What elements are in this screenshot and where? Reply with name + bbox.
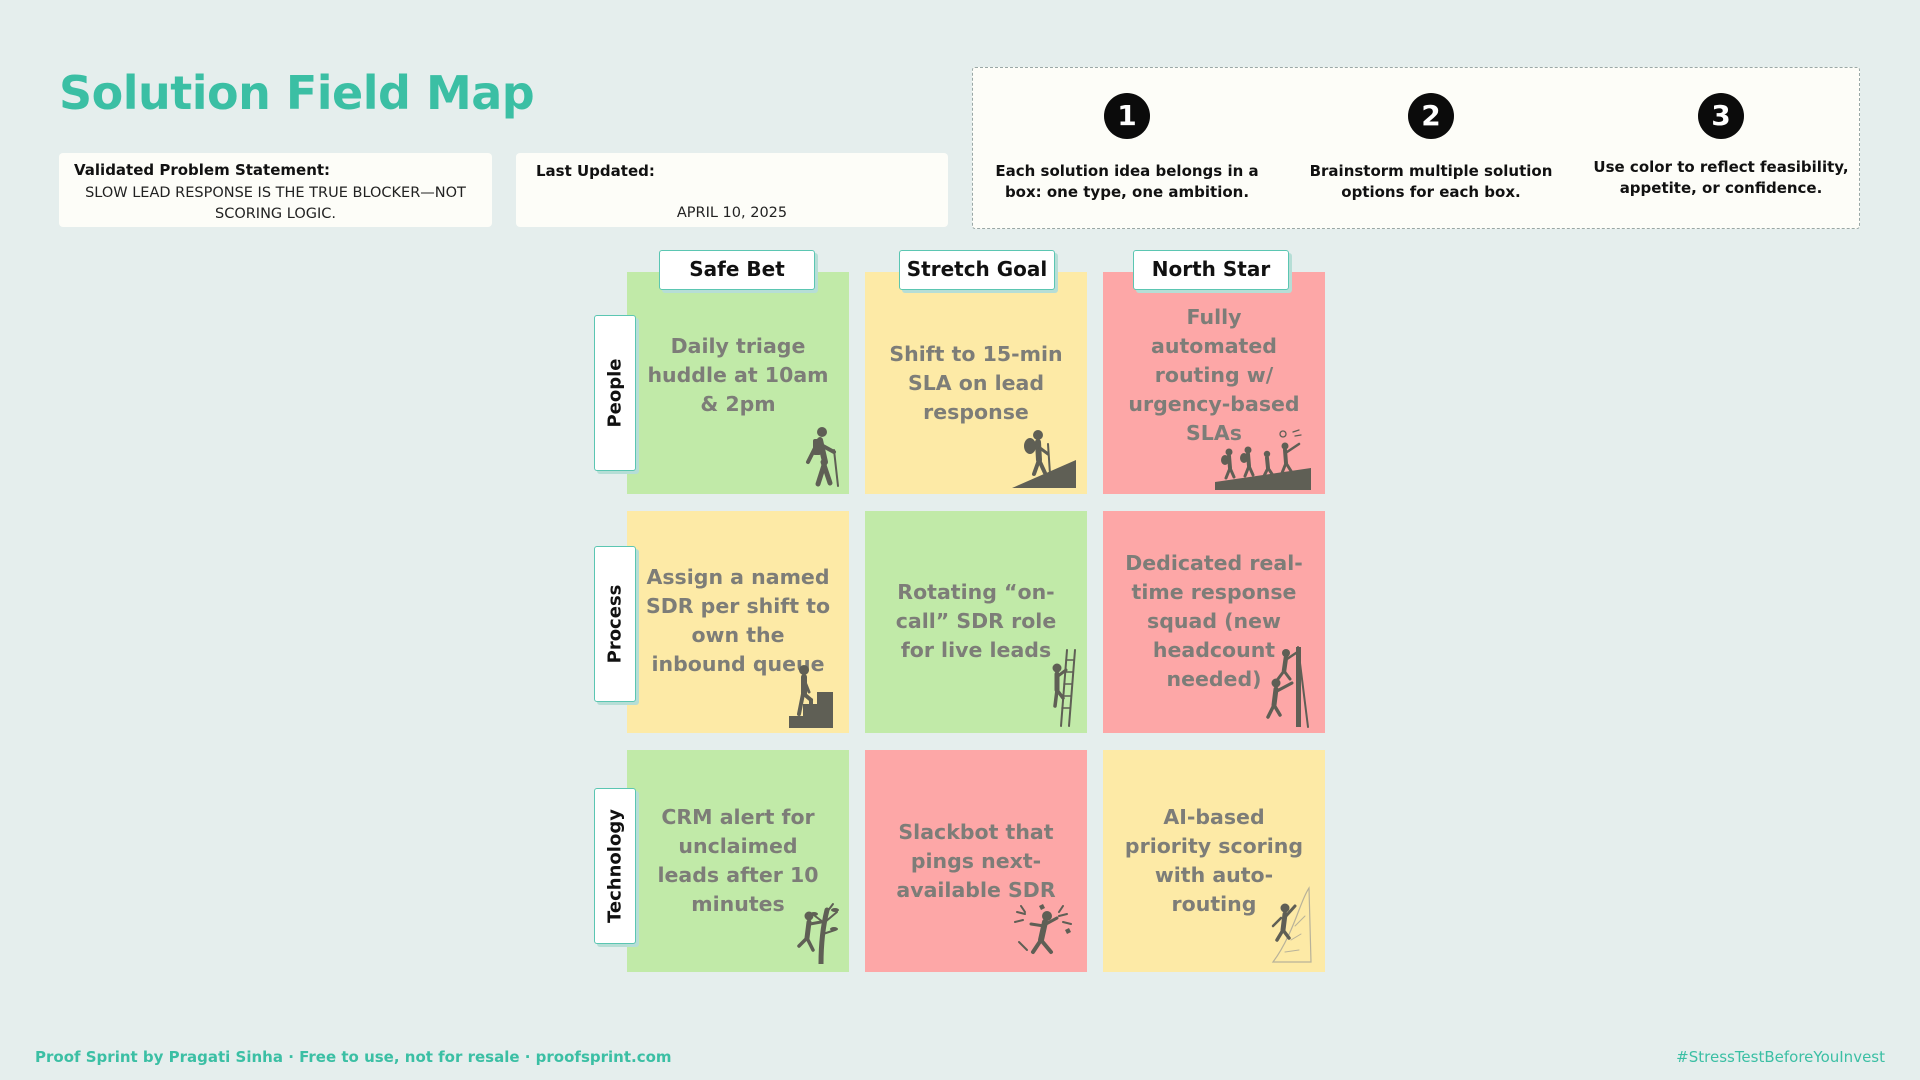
cliff-climber-icon — [1271, 886, 1312, 963]
cell-people-stretch-goal[interactable]: Shift to 15-min SLA on lead response — [865, 272, 1087, 494]
step-3-badge: 3 — [1698, 93, 1744, 139]
instruction-1: 1 Each solution idea belongs in a box: o… — [992, 68, 1262, 203]
walking-hiker-icon — [806, 427, 839, 487]
step-1-badge: 1 — [1104, 93, 1150, 139]
row-header-technology: Technology — [594, 788, 636, 944]
hiker-uphill-icon — [1012, 430, 1076, 488]
cell-text: AI-based priority scoring with auto-rout… — [1124, 805, 1304, 916]
last-updated-label: Last Updated: — [536, 162, 655, 180]
cell-text: Dedicated real-time response squad (new … — [1125, 550, 1303, 691]
tree-climber-icon — [797, 903, 839, 964]
cell-technology-stretch-goal[interactable]: Slackbot that pings next-available SDR — [865, 750, 1087, 972]
last-updated-date: APRIL 10, 2025 — [676, 205, 788, 221]
column-header-north-star: North Star — [1133, 250, 1289, 290]
stairs-climber-icon — [789, 665, 833, 728]
cell-process-safe-bet[interactable]: Assign a named SDR per shift to own the … — [627, 511, 849, 733]
problem-statement-text: SLOW LEAD RESPONSE IS THE TRUE BLOCKER—N… — [85, 185, 466, 222]
hiking-group-icon — [1215, 429, 1311, 490]
cell-text: CRM alert for unclaimed leads after 10 m… — [657, 805, 819, 916]
ladder-climber-icon — [1052, 649, 1076, 727]
cell-text: Fully automated routing w/ urgency-based… — [1128, 304, 1300, 445]
instruction-3-text: Use color to reflect feasibility, appeti… — [1593, 158, 1849, 197]
row-label-people: People — [604, 358, 626, 428]
cell-text: Rotating “on-call” SDR role for live lea… — [895, 579, 1057, 662]
column-header-safe-bet: Safe Bet — [659, 250, 815, 290]
falling-climber-icon — [1014, 904, 1072, 954]
problem-statement-card: Validated Problem Statement: SLOW LEAD R… — [59, 153, 492, 227]
instruction-1-text: Each solution idea belongs in a box: one… — [995, 162, 1259, 201]
instruction-2: 2 Brainstorm multiple solution options f… — [1296, 68, 1566, 203]
cell-people-safe-bet[interactable]: Daily triage huddle at 10am & 2pm — [627, 272, 849, 494]
cell-text: Assign a named SDR per shift to own the … — [645, 565, 831, 676]
last-updated-card: Last Updated: APRIL 10, 2025 — [516, 153, 948, 227]
column-header-stretch-goal: Stretch Goal — [899, 250, 1055, 290]
instruction-2-text: Brainstorm multiple solution options for… — [1309, 162, 1553, 201]
instruction-3: 3 Use color to reflect feasibility, appe… — [1586, 68, 1856, 199]
row-label-technology: Technology — [604, 809, 626, 923]
page-title: Solution Field Map — [59, 66, 535, 120]
step-2-badge: 2 — [1408, 93, 1454, 139]
footer-hashtag: #StressTestBeforeYouInvest — [1676, 1048, 1885, 1066]
instructions-panel: 1 Each solution idea belongs in a box: o… — [972, 67, 1860, 229]
row-header-people: People — [594, 315, 636, 471]
wall-climbers-icon — [1266, 646, 1309, 728]
cell-process-north-star[interactable]: Dedicated real-time response squad (new … — [1103, 511, 1325, 733]
problem-statement-label: Validated Problem Statement: — [74, 161, 331, 179]
footer-credit: Proof Sprint by Pragati Sinha · Free to … — [35, 1048, 672, 1066]
cell-people-north-star[interactable]: Fully automated routing w/ urgency-based… — [1103, 272, 1325, 494]
row-label-process: Process — [604, 584, 626, 664]
cell-process-stretch-goal[interactable]: Rotating “on-call” SDR role for live lea… — [865, 511, 1087, 733]
row-header-process: Process — [594, 546, 636, 702]
cell-text: Slackbot that pings next-available SDR — [896, 819, 1056, 902]
cell-technology-safe-bet[interactable]: CRM alert for unclaimed leads after 10 m… — [627, 750, 849, 972]
cell-text: Daily triage huddle at 10am & 2pm — [647, 333, 829, 416]
cell-text: Shift to 15-min SLA on lead response — [889, 341, 1063, 424]
